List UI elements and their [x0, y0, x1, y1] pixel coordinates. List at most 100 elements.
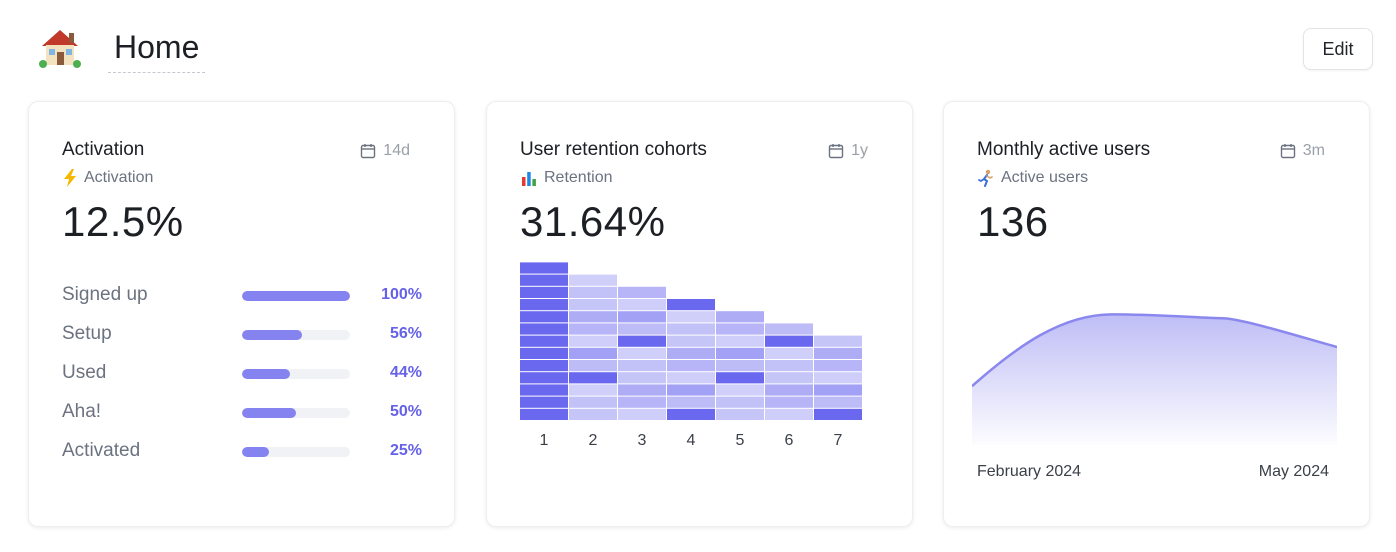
cohort-cell[interactable]: [765, 384, 813, 396]
metric-value: 136: [977, 198, 1049, 245]
cohort-cell[interactable]: [569, 299, 617, 311]
cohort-cell[interactable]: [765, 360, 813, 372]
cohort-cell[interactable]: [618, 347, 666, 359]
cohort-cell[interactable]: [667, 299, 715, 311]
retention-heatmap[interactable]: [520, 262, 862, 420]
cohort-cell[interactable]: [569, 274, 617, 286]
funnel-step[interactable]: Signed up 100%: [62, 284, 422, 308]
cohort-cell[interactable]: [618, 299, 666, 311]
cohort-cell[interactable]: [765, 347, 813, 359]
cohort-cell[interactable]: [520, 372, 568, 384]
cohort-cell[interactable]: [765, 335, 813, 347]
cohort-cell[interactable]: [618, 396, 666, 408]
cohort-cell[interactable]: [520, 408, 568, 420]
cohort-cell[interactable]: [520, 396, 568, 408]
cohort-cell[interactable]: [618, 384, 666, 396]
cohort-cell[interactable]: [716, 384, 764, 396]
cohort-cell[interactable]: [618, 311, 666, 323]
cohort-cell[interactable]: [814, 347, 862, 359]
cohort-cell[interactable]: [569, 311, 617, 323]
cohort-cell[interactable]: [814, 384, 862, 396]
cohort-cell[interactable]: [667, 323, 715, 335]
date-range-badge[interactable]: 1y: [828, 142, 868, 160]
cohort-cell[interactable]: [520, 360, 568, 372]
cohort-cell[interactable]: [520, 347, 568, 359]
cohort-cell[interactable]: [520, 262, 568, 274]
cohort-cell[interactable]: [716, 347, 764, 359]
house-icon: [39, 30, 81, 68]
cohort-cell[interactable]: [667, 408, 715, 420]
cohort-cell[interactable]: [716, 408, 764, 420]
cohort-cell[interactable]: [569, 323, 617, 335]
x-tick-label: 2: [588, 432, 598, 449]
cohort-cell[interactable]: [520, 311, 568, 323]
funnel-bar-fill: [242, 291, 350, 301]
cohort-cell[interactable]: [667, 347, 715, 359]
cohort-cell[interactable]: [569, 347, 617, 359]
card-subtitle-label: Activation: [84, 169, 154, 186]
date-range-label: 1y: [851, 142, 868, 159]
cohort-cell[interactable]: [667, 360, 715, 372]
cohort-cell[interactable]: [814, 396, 862, 408]
funnel-bar-track: [242, 369, 350, 379]
page-title[interactable]: Home: [108, 28, 206, 73]
cohort-cell[interactable]: [520, 286, 568, 298]
cohort-cell[interactable]: [667, 384, 715, 396]
date-range-badge[interactable]: 14d: [360, 142, 410, 160]
funnel-step-percent: 25%: [389, 442, 422, 459]
cohort-cell[interactable]: [569, 372, 617, 384]
calendar-icon: [828, 144, 844, 159]
cohort-cell[interactable]: [716, 396, 764, 408]
cohort-cell[interactable]: [667, 335, 715, 347]
funnel-step-label: Setup: [62, 323, 112, 344]
cohort-cell[interactable]: [520, 323, 568, 335]
retention-card[interactable]: User retention cohorts Retention 1y 31.6…: [486, 101, 913, 527]
cohort-cell[interactable]: [520, 335, 568, 347]
cohort-cell[interactable]: [618, 335, 666, 347]
cohort-cell[interactable]: [667, 396, 715, 408]
mau-area-chart[interactable]: [972, 297, 1337, 445]
funnel-step[interactable]: Activated 25%: [62, 440, 422, 464]
cohort-cell[interactable]: [716, 360, 764, 372]
funnel-step[interactable]: Used 44%: [62, 362, 422, 386]
cohort-cell[interactable]: [569, 360, 617, 372]
cohort-cell[interactable]: [716, 323, 764, 335]
cohort-cell[interactable]: [569, 408, 617, 420]
cohort-cell[interactable]: [520, 299, 568, 311]
cohort-cell[interactable]: [765, 323, 813, 335]
card-subtitle: Activation: [62, 169, 153, 187]
cohort-cell[interactable]: [667, 372, 715, 384]
cohort-cell[interactable]: [569, 396, 617, 408]
funnel-step[interactable]: Setup 56%: [62, 323, 422, 347]
cohort-cell[interactable]: [618, 408, 666, 420]
cohort-cell[interactable]: [520, 274, 568, 286]
cohort-cell[interactable]: [765, 408, 813, 420]
page-header: Home Edit: [0, 0, 1396, 96]
cohort-cell[interactable]: [520, 384, 568, 396]
card-subtitle-label: Retention: [544, 169, 613, 186]
cohort-cell[interactable]: [618, 286, 666, 298]
cohort-cell[interactable]: [667, 311, 715, 323]
cohort-cell[interactable]: [716, 311, 764, 323]
cohort-cell[interactable]: [716, 372, 764, 384]
edit-button[interactable]: Edit: [1303, 28, 1373, 70]
cohort-cell[interactable]: [618, 372, 666, 384]
cohort-cell[interactable]: [814, 335, 862, 347]
series-line[interactable]: [972, 313, 1337, 388]
date-range-badge[interactable]: 3m: [1280, 142, 1325, 160]
activation-card[interactable]: Activation Activation 14d 12.5% Signed u…: [28, 101, 455, 527]
funnel-step[interactable]: Aha! 50%: [62, 401, 422, 425]
cohort-cell[interactable]: [569, 286, 617, 298]
cohort-cell[interactable]: [569, 384, 617, 396]
cohort-cell[interactable]: [814, 360, 862, 372]
cohort-cell[interactable]: [716, 335, 764, 347]
cohort-cell[interactable]: [618, 360, 666, 372]
cohort-cell[interactable]: [569, 335, 617, 347]
date-range-label: 14d: [383, 142, 410, 159]
cohort-cell[interactable]: [618, 323, 666, 335]
mau-card[interactable]: Monthly active users Active users 3m 136…: [943, 101, 1370, 527]
cohort-cell[interactable]: [814, 408, 862, 420]
cohort-cell[interactable]: [765, 372, 813, 384]
cohort-cell[interactable]: [814, 372, 862, 384]
cohort-cell[interactable]: [765, 396, 813, 408]
